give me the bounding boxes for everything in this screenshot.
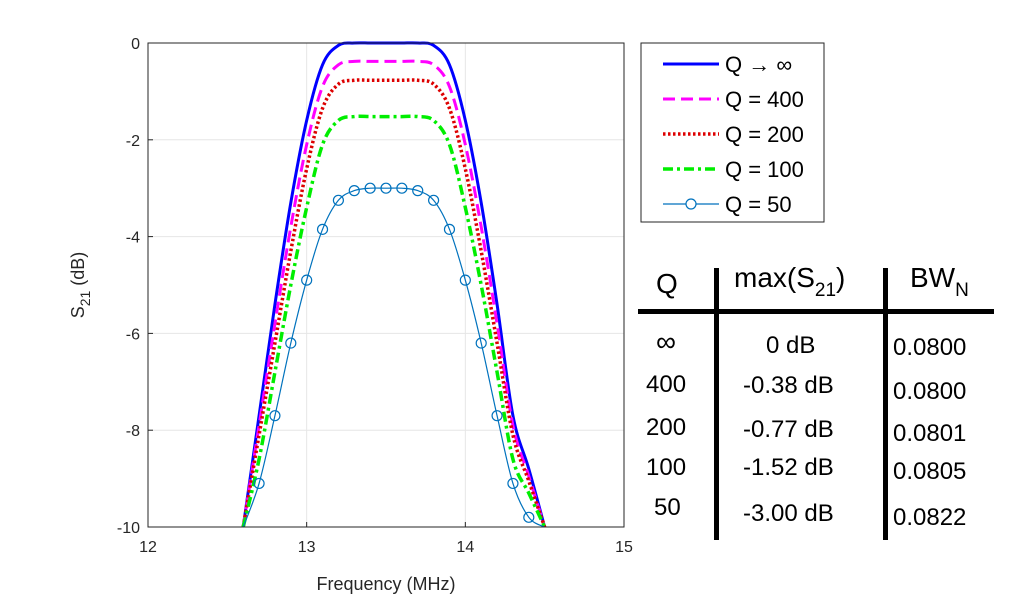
table-row-bw: 0.0822 — [893, 504, 967, 531]
series-2 — [241, 78, 547, 527]
y-tick-label: 0 — [131, 36, 140, 53]
table-row-max: -0.38 dB — [743, 372, 834, 399]
series-3 — [241, 114, 547, 527]
data-point — [316, 223, 329, 235]
table-row-max: -1.52 dB — [743, 454, 834, 481]
x-tick-label: 14 — [456, 539, 474, 556]
table-header-max: max(S21) — [734, 262, 846, 301]
series-line — [241, 114, 547, 527]
data-point — [253, 477, 265, 490]
data-point — [428, 194, 440, 206]
y-axis-label-unit: (dB) — [68, 252, 88, 286]
ticks: 12 13 14 15 0 -2 -4 -6 -8 -10 — [117, 36, 633, 556]
x-tick-label: 13 — [298, 539, 316, 556]
y-tick-label: -2 — [126, 133, 140, 150]
y-axis-label-sub: 21 — [77, 291, 93, 307]
series-line — [241, 59, 547, 527]
axes-box — [147, 42, 625, 528]
legend-label: Q = 200 — [725, 122, 804, 147]
series-layer — [241, 41, 547, 527]
table-header-bw: BWN — [910, 262, 969, 301]
table-row-q: ∞ — [656, 326, 676, 357]
table-col-rule-1 — [714, 268, 719, 540]
data-point — [396, 182, 408, 194]
table-row-max: -0.77 dB — [743, 416, 834, 443]
table-header-rule — [638, 309, 994, 314]
table-header-max-main: max(S — [734, 262, 815, 293]
legend-label: Q = 100 — [725, 157, 804, 182]
data-point — [301, 274, 313, 286]
x-tick-label: 12 — [139, 539, 157, 556]
legend: Q → ∞ Q = 400 Q = 200 Q = 100 Q = 50 — [640, 42, 825, 223]
table-header-q: Q — [656, 268, 678, 299]
data-point — [475, 337, 487, 349]
table-header-bw-main: BW — [910, 262, 956, 293]
y-axis-label: S21 (dB) — [68, 252, 93, 319]
data-point — [443, 223, 456, 235]
data-point — [285, 337, 297, 349]
table-row-q: 400 — [646, 371, 687, 398]
table-header-max-sub: 21 — [814, 280, 837, 301]
data-point — [332, 194, 344, 206]
y-axis-label-main: S — [68, 306, 88, 318]
data-point — [459, 274, 471, 286]
x-tick-label: 15 — [615, 539, 633, 556]
table-row-bw: 0.0801 — [893, 420, 967, 447]
table-row-bw: 0.0805 — [893, 458, 967, 485]
table-col-rule-2 — [883, 268, 888, 540]
y-tick-label: -6 — [126, 326, 140, 343]
legend-label: Q = 400 — [725, 87, 804, 112]
table-row-bw: 0.0800 — [893, 378, 967, 405]
y-tick-label: -8 — [126, 423, 140, 440]
data-point — [348, 185, 360, 197]
data-point — [507, 477, 519, 490]
y-tick-label: -10 — [117, 520, 140, 537]
series-1 — [241, 59, 547, 527]
table-row-bw: 0.0800 — [893, 334, 967, 361]
table-row-q: 50 — [654, 494, 681, 521]
table-row-max: -3.00 dB — [743, 500, 834, 527]
x-axis-label: Frequency (MHz) — [316, 574, 455, 594]
legend-label: Q = 50 — [725, 192, 792, 217]
series-line — [241, 78, 547, 527]
data-point — [491, 410, 503, 422]
table-header-bw-sub: N — [955, 280, 969, 301]
data-point — [269, 410, 281, 422]
series-4 — [242, 182, 545, 527]
table-row-q: 100 — [646, 454, 687, 481]
legend-marker — [685, 198, 697, 210]
table-row-max: 0 dB — [766, 332, 816, 359]
data-point — [380, 182, 392, 194]
data-point — [364, 182, 376, 194]
data-point — [523, 511, 535, 523]
data-point — [412, 185, 424, 197]
legend-box — [640, 42, 825, 223]
table-row-q: 200 — [646, 414, 687, 441]
y-tick-label: -4 — [126, 230, 140, 247]
table-header-max-end: ) — [836, 262, 846, 293]
legend-label: Q → ∞ — [725, 52, 792, 77]
